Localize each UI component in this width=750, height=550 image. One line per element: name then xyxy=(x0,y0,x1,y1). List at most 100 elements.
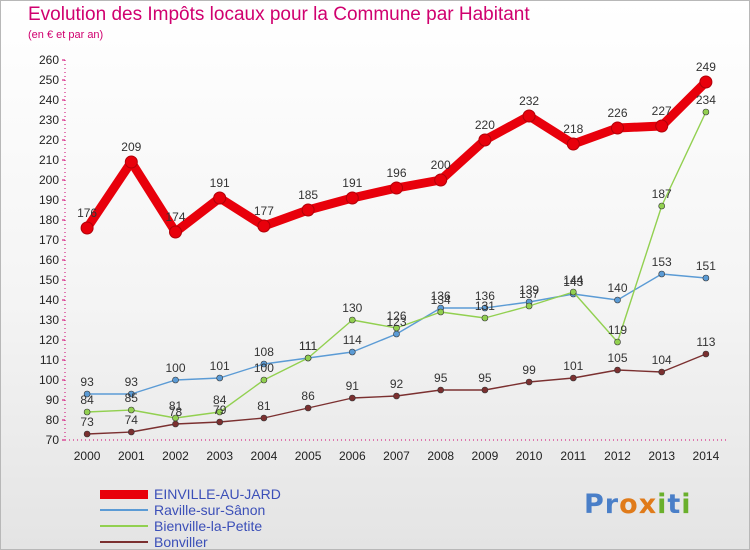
data-label: 185 xyxy=(298,188,318,202)
x-tick-label: 2008 xyxy=(427,449,454,463)
data-label: 131 xyxy=(475,299,495,313)
data-point xyxy=(525,378,533,386)
y-tick-label: 70 xyxy=(46,433,60,447)
y-tick-label: 230 xyxy=(39,113,59,127)
data-label: 232 xyxy=(519,94,539,108)
legend-swatch xyxy=(100,489,148,499)
x-tick-label: 2009 xyxy=(472,449,499,463)
data-label: 220 xyxy=(475,118,495,132)
data-point xyxy=(83,430,91,438)
x-tick-label: 2013 xyxy=(648,449,675,463)
data-label: 95 xyxy=(434,371,448,385)
data-label: 84 xyxy=(80,393,94,407)
data-label: 218 xyxy=(563,122,583,136)
data-point xyxy=(348,348,356,356)
data-point xyxy=(611,121,624,135)
data-label: 234 xyxy=(696,93,716,107)
y-tick-label: 220 xyxy=(39,133,59,147)
data-point xyxy=(83,390,91,398)
data-point xyxy=(348,394,356,402)
data-label: 126 xyxy=(386,309,406,323)
chart-data-labels: 176 209 174 191 177 185 191 196 200 220 232 218 226 2… xyxy=(77,60,716,429)
data-point xyxy=(393,324,400,332)
x-tick-label: 2000 xyxy=(74,449,101,463)
data-point xyxy=(702,274,710,282)
data-point xyxy=(172,420,179,428)
data-label: 86 xyxy=(301,389,315,403)
data-label: 226 xyxy=(607,106,627,120)
data-label: 130 xyxy=(342,301,362,315)
x-tick-label: 2001 xyxy=(118,449,145,463)
data-point xyxy=(569,374,577,382)
data-label: 91 xyxy=(346,379,360,393)
data-point xyxy=(566,137,580,151)
data-point xyxy=(128,406,135,414)
data-point xyxy=(83,408,91,416)
logo-letter: o xyxy=(619,489,639,520)
data-point xyxy=(478,133,492,147)
legend-item: EINVILLE-AU-JARD xyxy=(100,486,281,502)
data-label: 177 xyxy=(254,204,274,218)
data-point xyxy=(393,330,400,338)
legend-label: Bienville-la-Petite xyxy=(154,518,263,534)
legend-item: Bienville-la-Petite xyxy=(100,518,281,534)
data-point xyxy=(390,181,403,195)
data-label: 134 xyxy=(431,293,451,307)
data-point xyxy=(702,108,710,116)
logo-letter: i xyxy=(681,489,692,520)
data-point xyxy=(169,225,182,239)
data-label: 85 xyxy=(125,391,139,405)
y-tick-label: 260 xyxy=(39,53,59,67)
data-point xyxy=(658,270,666,278)
data-label: 176 xyxy=(77,206,97,220)
y-tick-label: 200 xyxy=(39,173,59,187)
data-label: 200 xyxy=(431,158,451,172)
legend-label: Raville-sur-Sânon xyxy=(154,502,266,518)
data-label: 191 xyxy=(210,176,230,190)
data-point xyxy=(434,173,448,187)
data-point xyxy=(569,288,577,296)
legend-swatch xyxy=(100,509,148,511)
y-tick-label: 210 xyxy=(39,153,59,167)
data-point xyxy=(614,338,621,346)
legend-swatch xyxy=(100,525,148,527)
data-label: 151 xyxy=(696,259,716,273)
y-tick-label: 90 xyxy=(46,393,60,407)
data-label: 101 xyxy=(210,359,230,373)
data-point xyxy=(614,366,621,374)
x-tick-label: 2011 xyxy=(560,449,586,463)
data-label: 74 xyxy=(125,413,139,427)
data-point xyxy=(128,428,135,436)
data-point xyxy=(658,368,666,376)
y-tick-label: 120 xyxy=(39,333,59,347)
data-point xyxy=(216,418,223,426)
data-point xyxy=(525,302,533,310)
data-point xyxy=(304,404,312,412)
data-point xyxy=(345,191,359,205)
data-label: 187 xyxy=(652,187,672,201)
data-label: 136 xyxy=(431,289,451,303)
legend-label: Bonviller xyxy=(154,534,208,550)
y-tick-label: 190 xyxy=(39,193,59,207)
data-point xyxy=(304,354,312,362)
data-label: 227 xyxy=(652,104,672,118)
data-point xyxy=(216,408,223,416)
data-point xyxy=(481,386,489,394)
data-label: 174 xyxy=(165,210,185,224)
data-label: 196 xyxy=(386,166,406,180)
data-label: 137 xyxy=(519,287,539,301)
chart-series xyxy=(80,75,713,438)
data-label: 84 xyxy=(213,393,227,407)
data-label: 144 xyxy=(563,273,583,287)
y-tick-label: 180 xyxy=(39,213,59,227)
data-point xyxy=(658,202,666,210)
data-label: 111 xyxy=(299,339,318,353)
y-tick-label: 250 xyxy=(39,73,59,87)
data-label: 79 xyxy=(213,403,227,417)
y-tick-label: 150 xyxy=(39,273,59,287)
data-label: 123 xyxy=(386,315,406,329)
data-point xyxy=(437,308,445,316)
data-point xyxy=(522,109,536,123)
y-tick-label: 140 xyxy=(39,293,59,307)
